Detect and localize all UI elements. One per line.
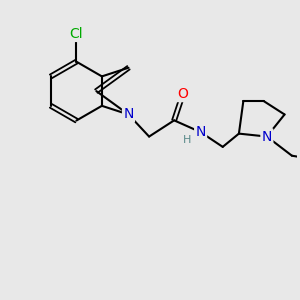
Text: O: O (178, 87, 188, 101)
Text: N: N (195, 125, 206, 139)
Text: N: N (262, 130, 272, 144)
Text: N: N (123, 107, 134, 122)
Text: Cl: Cl (70, 27, 83, 41)
Text: H: H (183, 135, 192, 146)
